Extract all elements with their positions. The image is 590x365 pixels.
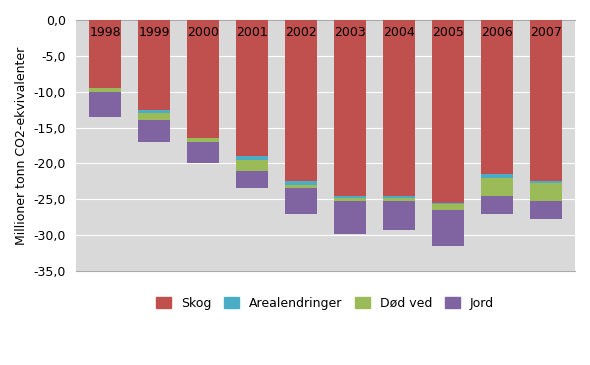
Bar xyxy=(285,181,317,185)
Text: 1999: 1999 xyxy=(138,26,170,39)
Bar xyxy=(89,20,121,88)
Text: 2001: 2001 xyxy=(236,26,268,39)
Bar xyxy=(236,20,268,156)
Bar xyxy=(530,201,562,219)
Bar xyxy=(432,210,464,246)
Bar xyxy=(334,196,366,198)
Bar xyxy=(187,142,219,163)
Bar xyxy=(236,156,268,160)
Bar xyxy=(530,181,562,183)
Bar xyxy=(530,183,562,201)
Text: 2004: 2004 xyxy=(383,26,415,39)
Text: 2000: 2000 xyxy=(187,26,219,39)
Bar xyxy=(481,196,513,214)
Bar xyxy=(383,201,415,230)
Bar xyxy=(334,20,366,196)
Text: 2003: 2003 xyxy=(334,26,366,39)
Bar xyxy=(138,110,170,113)
Text: 2006: 2006 xyxy=(481,26,513,39)
Bar xyxy=(432,204,464,210)
Bar xyxy=(138,20,170,110)
Text: 2002: 2002 xyxy=(285,26,317,39)
Bar xyxy=(89,92,121,117)
Bar xyxy=(334,198,366,201)
Bar xyxy=(432,20,464,203)
Bar xyxy=(383,20,415,196)
Bar xyxy=(285,185,317,188)
Bar xyxy=(187,138,219,142)
Bar xyxy=(187,20,219,138)
Y-axis label: Millioner tonn CO2-ekvivalenter: Millioner tonn CO2-ekvivalenter xyxy=(15,46,28,245)
Bar xyxy=(236,170,268,188)
Bar xyxy=(138,120,170,142)
Text: 1998: 1998 xyxy=(89,26,121,39)
Bar xyxy=(530,20,562,181)
Bar xyxy=(432,203,464,204)
Bar xyxy=(89,88,121,92)
Bar xyxy=(383,196,415,198)
Bar xyxy=(383,198,415,201)
Bar xyxy=(138,113,170,120)
Text: 2005: 2005 xyxy=(432,26,464,39)
Bar xyxy=(285,20,317,181)
Bar xyxy=(481,20,513,174)
Bar xyxy=(236,160,268,170)
Bar xyxy=(334,201,366,234)
Bar xyxy=(481,178,513,196)
Legend: Skog, Arealendringer, Død ved, Jord: Skog, Arealendringer, Død ved, Jord xyxy=(152,292,499,315)
Bar xyxy=(285,188,317,214)
Bar xyxy=(481,174,513,178)
Text: 2007: 2007 xyxy=(530,26,562,39)
